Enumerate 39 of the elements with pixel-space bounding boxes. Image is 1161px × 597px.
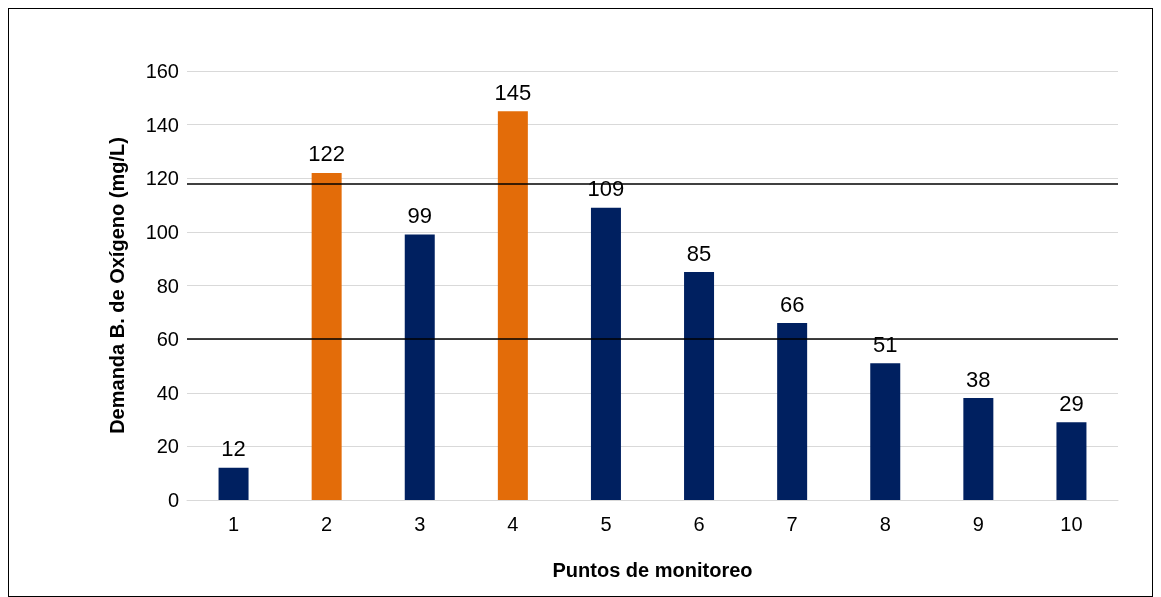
data-label: 85 xyxy=(686,240,712,266)
data-label: 66 xyxy=(779,291,805,317)
x-tick-label: 4 xyxy=(507,513,519,535)
y-tick-label: 100 xyxy=(145,220,179,243)
x-tick-label: 6 xyxy=(693,513,705,535)
bar xyxy=(684,272,715,500)
y-tick-label: 120 xyxy=(145,167,179,190)
y-axis-title: Demanda B. de Oxígeno (mg/L) xyxy=(106,137,128,434)
y-tick-label: 60 xyxy=(156,328,179,351)
x-tick-label: 10 xyxy=(1060,513,1083,535)
x-tick-label: 1 xyxy=(227,513,240,535)
bar xyxy=(218,467,249,500)
data-label: 145 xyxy=(494,79,532,105)
x-tick-label: 5 xyxy=(600,513,612,535)
data-label: 99 xyxy=(407,203,432,229)
y-tick-label: 20 xyxy=(156,435,179,458)
bar xyxy=(963,398,994,500)
bar xyxy=(311,172,342,500)
y-tick-label: 40 xyxy=(156,381,179,404)
x-tick-label: 7 xyxy=(786,513,798,535)
data-label: 29 xyxy=(1059,390,1084,416)
bar xyxy=(1056,422,1087,500)
x-axis-title: Puntos de monitoreo xyxy=(552,559,753,581)
x-tick-label: 8 xyxy=(879,513,891,535)
y-tick-label: 140 xyxy=(145,113,179,136)
data-label: 12 xyxy=(221,436,246,462)
x-tick-label: 9 xyxy=(972,513,984,535)
x-tick-label: 2 xyxy=(321,513,333,535)
bar xyxy=(404,234,435,500)
x-tick-label: 3 xyxy=(414,513,426,535)
y-tick-label: 80 xyxy=(156,274,179,297)
data-label: 38 xyxy=(966,366,991,392)
bar xyxy=(870,363,901,500)
y-tick-label: 160 xyxy=(145,60,179,82)
data-label: 122 xyxy=(308,141,346,167)
bar xyxy=(590,207,621,500)
y-tick-label: 0 xyxy=(167,489,179,511)
bar xyxy=(777,323,808,500)
bar xyxy=(497,111,528,500)
